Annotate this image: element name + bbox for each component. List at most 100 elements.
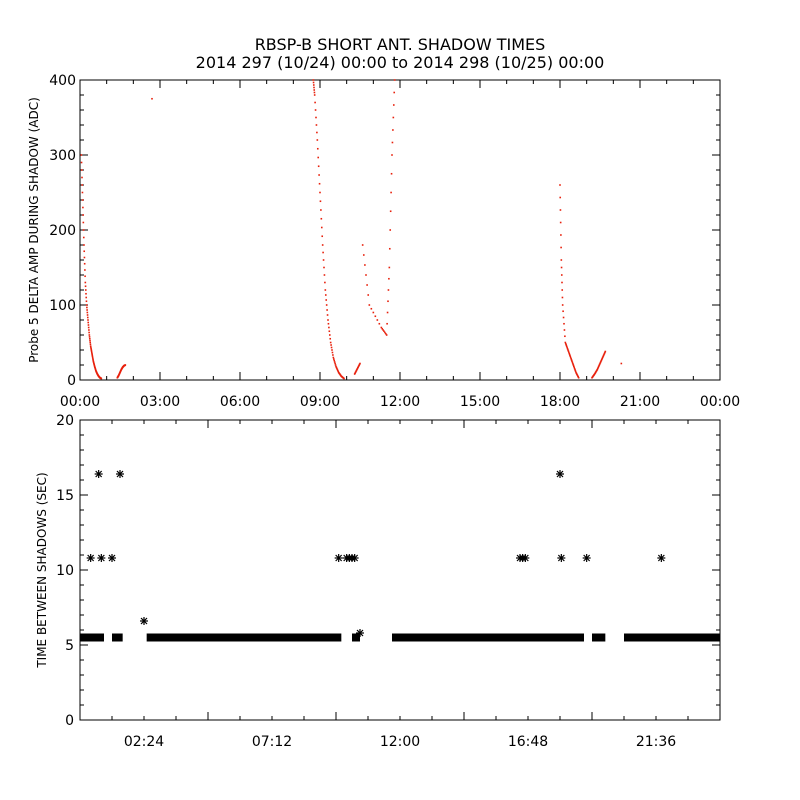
top-data-point <box>325 304 328 306</box>
top-data-point <box>100 377 103 380</box>
top-data-point <box>329 341 332 344</box>
top-data-point <box>388 277 390 280</box>
top-data-point <box>88 331 90 334</box>
top-data-point <box>620 362 623 365</box>
bottom-data-point <box>116 470 124 478</box>
top-data-point <box>343 377 345 380</box>
top-panel: Probe 5 DELTA AMP DURING SHADOW (ADC) 00… <box>27 73 740 410</box>
top-data-point <box>326 314 329 316</box>
top-y-tick-label: 0 <box>67 373 76 389</box>
top-data-point <box>83 256 86 259</box>
top-data-point <box>597 365 600 368</box>
top-data-point <box>90 346 92 349</box>
top-data-point <box>81 191 84 194</box>
top-data-point <box>357 365 360 367</box>
top-data-point <box>85 304 88 306</box>
top-data-point <box>316 131 318 134</box>
top-data-point <box>572 364 575 366</box>
top-data-point <box>386 322 388 325</box>
top-data-point <box>393 79 396 81</box>
top-data-point <box>312 84 315 86</box>
top-data-point <box>563 322 565 325</box>
top-x-tick-label: 03:00 <box>140 394 180 410</box>
top-data-point <box>601 356 604 359</box>
top-data-point <box>563 329 566 331</box>
top-data-point <box>562 310 564 313</box>
top-data-point <box>559 196 562 199</box>
top-data-point <box>599 362 601 365</box>
top-data-point <box>364 264 366 266</box>
top-data-point <box>328 326 330 329</box>
top-data-point <box>81 184 84 186</box>
top-data-point <box>600 359 603 362</box>
top-data-point <box>598 363 601 366</box>
top-data-point <box>86 311 89 314</box>
top-data-point <box>367 294 370 296</box>
top-data-point <box>392 104 395 106</box>
top-y-axis-label: Probe 5 DELTA AMP DURING SHADOW (ADC) <box>27 97 41 363</box>
top-data-point <box>327 322 330 325</box>
top-data-point <box>602 355 604 358</box>
top-data-point <box>384 332 387 335</box>
top-data-point <box>566 347 569 350</box>
top-data-point <box>84 281 87 284</box>
top-data-point <box>576 375 579 377</box>
top-data-point <box>388 247 391 250</box>
top-data-point <box>335 366 338 369</box>
bottom-y-tick-label: 10 <box>56 563 74 579</box>
top-data-point <box>322 259 325 261</box>
top-data-point <box>386 311 389 314</box>
top-data-point <box>321 235 324 238</box>
top-data-point <box>82 214 84 216</box>
bottom-data-point <box>350 554 359 562</box>
top-data-point <box>328 330 331 333</box>
top-data-point <box>574 370 577 373</box>
top-data-point <box>151 97 153 100</box>
top-data-point <box>354 371 357 374</box>
top-data-point <box>357 366 360 368</box>
top-data-point <box>317 156 320 159</box>
top-data-point <box>82 221 85 224</box>
top-data-point <box>327 319 329 321</box>
top-data-point <box>82 236 85 239</box>
top-data-point <box>320 217 323 220</box>
top-data-point <box>600 358 603 361</box>
top-data-point <box>572 365 575 368</box>
top-x-tick-label: 00:00 <box>60 394 100 410</box>
top-data-point <box>82 229 85 231</box>
top-data-point <box>87 326 90 329</box>
top-data-point <box>564 342 567 345</box>
top-data-point <box>393 91 396 94</box>
bottom-data-point <box>86 554 95 562</box>
top-data-point <box>334 362 336 365</box>
top-data-point <box>570 359 573 361</box>
top-data-point <box>315 124 318 126</box>
top-data-point <box>323 266 325 269</box>
top-data-point <box>576 373 578 376</box>
top-data-point <box>334 364 337 366</box>
top-data-point <box>356 367 359 369</box>
top-data-point <box>577 376 580 378</box>
top-data-point <box>571 360 573 363</box>
top-data-point <box>319 191 321 194</box>
bottom-data-point <box>657 554 666 562</box>
top-data-point <box>560 259 563 261</box>
bottom-y-tick-label: 5 <box>65 638 74 654</box>
top-data-point <box>596 367 599 370</box>
top-y-tick-label: 100 <box>49 298 76 314</box>
top-data-point <box>84 285 87 288</box>
top-data-point <box>89 345 92 348</box>
baseline-asterisk-band <box>352 633 360 642</box>
top-data-point <box>389 210 392 213</box>
chart-title-line1: RBSP-B SHORT ANT. SHADOW TIMES <box>255 35 546 54</box>
top-data-point <box>91 356 94 359</box>
top-data-point <box>604 351 606 354</box>
top-data-point <box>568 352 571 355</box>
top-data-point <box>318 182 321 185</box>
top-data-point <box>313 89 316 91</box>
top-data-point <box>93 363 96 366</box>
top-data-point <box>314 101 316 104</box>
top-data-point <box>356 368 358 371</box>
top-data-point <box>336 369 339 372</box>
